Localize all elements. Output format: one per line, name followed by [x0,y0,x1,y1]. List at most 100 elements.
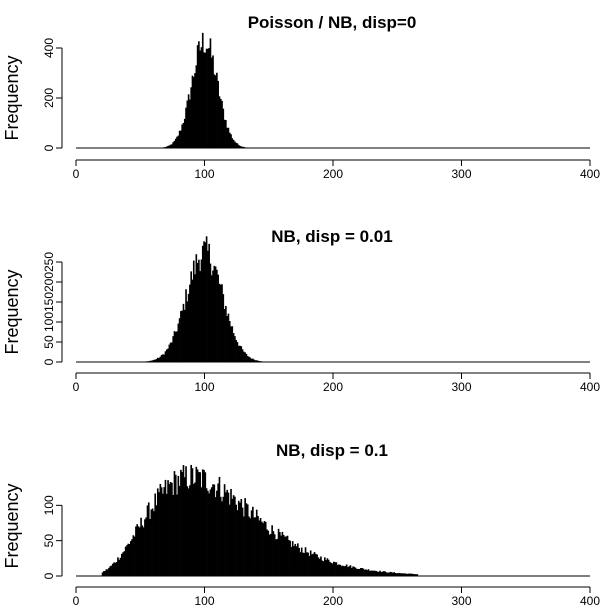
histogram-bar [200,259,203,362]
x-tick-label: 200 [323,380,343,394]
histogram-bar [138,527,141,576]
histogram-bar [190,271,192,362]
histogram-bar [172,336,175,362]
histogram-bar [291,541,294,576]
histogram-bar [309,550,312,576]
histogram-bar [312,553,315,576]
histogram-bar [270,533,272,576]
panel-poisson: Poisson / NB, disp=0 Frequency 0 200 400 0 1… [2,13,600,181]
histogram-bar [151,360,154,362]
histogram-bar [122,552,124,576]
histogram-bar [379,570,381,576]
histogram-bar [132,535,135,576]
histogram-bar [101,572,104,576]
histogram-bar [240,346,243,362]
histogram-bar [279,532,281,576]
histogram-bar [210,57,213,148]
histogram-bar [234,336,236,362]
histogram-bar [147,502,150,576]
histogram-bar [345,564,348,576]
histogram-bar [119,557,122,576]
histogram-bar [169,144,172,148]
histogram-bar [172,494,175,576]
histogram-bar [354,567,357,576]
x-tick-label: 0 [73,167,80,181]
histogram-bar [320,556,322,576]
histogram-bar [209,263,212,362]
y-tick-label: 0 [42,358,56,365]
histogram-bar [348,566,351,576]
histogram-bar [156,488,159,576]
histogram-bar [295,546,298,576]
histogram-bar [190,464,192,576]
histogram-bar [195,254,198,362]
histogram-bar [359,568,362,576]
histogram-bar [124,546,127,576]
histogram-bar [168,344,171,362]
histogram-bar [214,497,217,576]
histogram-bar [285,536,288,576]
histogram-bar [308,555,311,576]
histogram-bar [199,50,201,149]
histogram-bar [181,124,183,148]
histogram-bar [155,358,158,362]
histogram-bar [304,547,307,576]
histogram-bar [281,531,284,576]
histogram-bar [176,331,178,362]
histogram-bar [185,107,187,148]
y-tick-label: 50 [42,335,56,349]
histogram-bar [128,544,131,576]
histogram-bar [165,349,168,362]
histogram-bar [194,482,196,576]
histogram-bar [212,55,214,148]
histogram-bar [185,289,187,362]
histogram-bar [392,572,394,576]
histogram-bar [342,565,344,576]
y-tick-label: 100 [42,312,56,332]
histogram-bar [218,476,221,576]
histogram-bar [339,564,342,576]
histogram-bar [381,571,384,576]
histogram-bar [257,515,259,576]
histogram-bar [180,469,182,576]
histogram-bar [218,283,221,362]
histogram-bar [288,540,290,576]
histogram-bar [365,569,367,576]
histogram-bar [311,554,313,576]
histogram-bar [191,279,194,362]
histogram-bar [257,360,259,362]
histogram-bar [191,468,194,576]
histogram-bar [123,551,126,576]
panel-nb-disp-0.1: NB, disp = 0.1 Frequency 0 50 100 0 100 200 30… [2,441,600,608]
histogram-bar [228,132,231,148]
histogram-bar [302,552,304,576]
x-tick-label: 200 [323,594,343,608]
histogram-bar [235,340,237,362]
histogram-bar [154,493,157,576]
histogram-bar [216,72,218,148]
histogram-bar [252,358,254,362]
histogram-bar [213,265,216,362]
histogram-bar [219,98,222,148]
histogram-bar [262,523,264,576]
histogram-bar [216,490,218,576]
histogram-bar [336,564,339,576]
histogram-bar [171,482,173,576]
histogram-bar [334,562,336,576]
histogram-bar [370,570,372,576]
histogram-bar [221,284,223,362]
y-tick-label: 150 [42,292,56,312]
histogram-bar [255,509,258,576]
histogram-bar [178,318,181,362]
histogram-bar [217,483,219,576]
histogram-bar [376,571,379,576]
histogram-bar [217,274,219,362]
histogram-bar [227,127,230,148]
histogram-bar [210,275,213,362]
histogram-bar [169,342,172,362]
histogram-bar [358,568,361,576]
histogram-bar [187,293,190,362]
histogram-bars [140,236,276,363]
histogram-bar [208,493,210,576]
histogram-bar [230,326,232,362]
